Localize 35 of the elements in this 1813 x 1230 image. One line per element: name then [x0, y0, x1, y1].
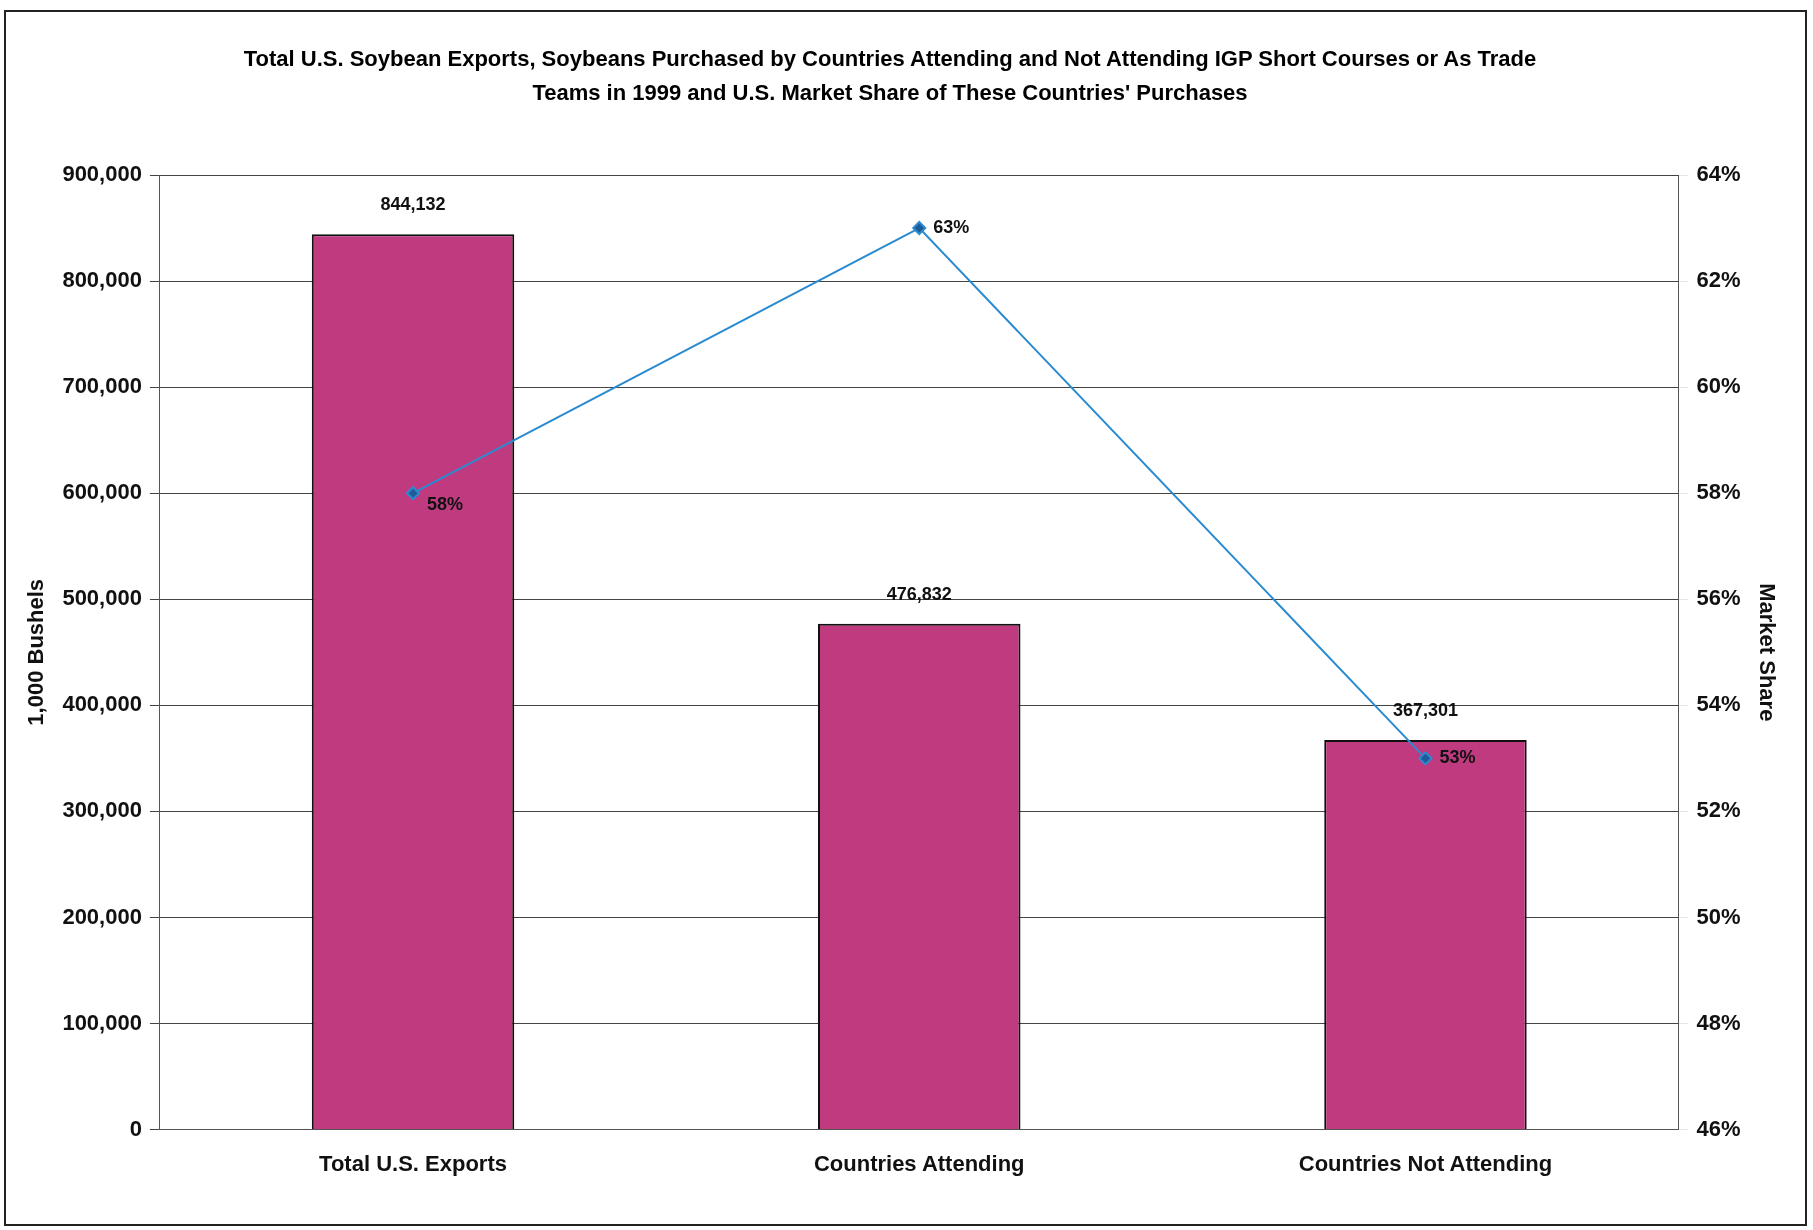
x-tick-label: Total U.S. Exports: [319, 1150, 507, 1176]
point: [406, 486, 421, 501]
y-tick-label: 700,000: [62, 373, 142, 399]
data-label: 53%: [1439, 747, 1476, 768]
y-axis-title: 1,000 Bushels: [23, 578, 49, 726]
y2-tick-label: 48%: [1696, 1009, 1741, 1035]
y2-tick-label: 64%: [1696, 161, 1741, 187]
y2-tick-label: 50%: [1696, 903, 1741, 929]
data-label: 58%: [427, 494, 464, 515]
y2-tick-label: 62%: [1696, 267, 1741, 293]
point: [1418, 751, 1433, 766]
y-tick-label: 600,000: [62, 479, 142, 505]
y2-tick-label: 58%: [1696, 479, 1741, 505]
y2-tick-label: 54%: [1696, 691, 1741, 717]
data-label: 367,301: [1392, 699, 1458, 720]
y-tick-label: 100,000: [62, 1009, 142, 1035]
y2-axis-title: Market Share: [1754, 583, 1780, 722]
y2-tick-label: 56%: [1696, 585, 1741, 611]
y-tick-label: 200,000: [62, 903, 142, 929]
y-tick-label: 300,000: [62, 797, 142, 823]
y-tick-label: 500,000: [62, 585, 142, 611]
point: [912, 221, 927, 236]
chart-title: Total U.S. Soybean Exports, Soybeans Purchased by Countries Attending and Not Attending IGP Short Courses or As Trade Teams in 1999 and U.S. Market Share of These Countries' Purchases: [242, 45, 1538, 107]
x-tick-label: Countries Not Attending: [1298, 1150, 1553, 1176]
y2-tick-label: 60%: [1696, 373, 1741, 399]
y2-tick-label: 46%: [1696, 1115, 1741, 1141]
data-label: 844,132: [380, 194, 446, 215]
y-tick-label: 800,000: [62, 267, 142, 293]
y-tick-label: 400,000: [62, 691, 142, 717]
y-tick-label: 900,000: [62, 161, 142, 187]
y-tick-label: 0: [129, 1115, 142, 1141]
y2-tick-label: 52%: [1696, 797, 1741, 823]
data-label: 476,832: [886, 583, 952, 604]
x-tick-label: Countries Attending: [813, 1150, 1025, 1176]
data-label: 63%: [933, 217, 970, 237]
